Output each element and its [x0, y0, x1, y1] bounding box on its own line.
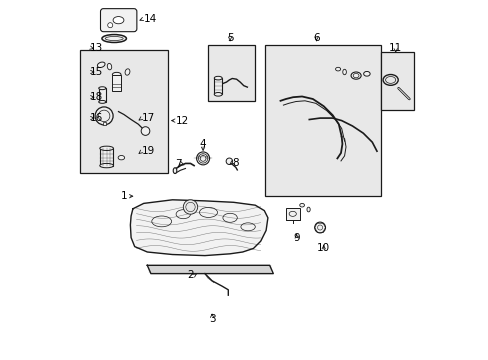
Ellipse shape: [335, 67, 340, 71]
Text: 5: 5: [226, 33, 233, 43]
Ellipse shape: [214, 76, 222, 80]
Text: 7: 7: [175, 159, 181, 169]
Bar: [100, 148, 113, 166]
Ellipse shape: [173, 168, 177, 174]
Text: 4: 4: [200, 139, 206, 149]
Bar: [112, 75, 121, 91]
Text: 8: 8: [231, 158, 238, 168]
Text: 18: 18: [89, 92, 103, 102]
Ellipse shape: [97, 62, 105, 68]
Ellipse shape: [214, 93, 222, 96]
Text: 1: 1: [121, 191, 127, 201]
Ellipse shape: [107, 63, 111, 70]
Circle shape: [141, 127, 149, 135]
Text: 11: 11: [388, 42, 402, 53]
Text: 16: 16: [89, 113, 103, 123]
Bar: [80, 50, 168, 173]
Ellipse shape: [342, 69, 346, 75]
Polygon shape: [130, 200, 267, 256]
Ellipse shape: [99, 100, 106, 103]
Circle shape: [225, 158, 232, 165]
Text: 12: 12: [176, 116, 189, 126]
Circle shape: [196, 152, 209, 165]
Ellipse shape: [100, 146, 113, 150]
Text: 14: 14: [143, 14, 157, 24]
Circle shape: [183, 200, 197, 214]
Circle shape: [95, 107, 113, 125]
Circle shape: [107, 23, 113, 28]
Ellipse shape: [363, 72, 369, 76]
Text: 15: 15: [89, 67, 103, 77]
Bar: [214, 78, 222, 94]
Bar: [102, 122, 105, 125]
Bar: [207, 45, 254, 101]
Text: 3: 3: [208, 314, 215, 324]
Ellipse shape: [125, 69, 130, 75]
Text: 9: 9: [293, 233, 300, 243]
Ellipse shape: [100, 163, 113, 168]
Text: 10: 10: [317, 243, 329, 253]
Bar: [380, 52, 413, 110]
FancyBboxPatch shape: [101, 9, 137, 32]
Text: 6: 6: [312, 33, 319, 43]
Text: 17: 17: [142, 113, 155, 123]
Ellipse shape: [99, 87, 106, 90]
Ellipse shape: [306, 207, 309, 212]
Bar: [265, 45, 380, 196]
Ellipse shape: [118, 156, 124, 160]
Ellipse shape: [382, 75, 397, 85]
Ellipse shape: [113, 17, 123, 24]
Text: 19: 19: [142, 146, 155, 156]
Ellipse shape: [299, 203, 304, 207]
Polygon shape: [147, 265, 273, 274]
Ellipse shape: [112, 72, 121, 77]
Ellipse shape: [102, 35, 126, 42]
Bar: [99, 88, 106, 102]
Text: 2: 2: [187, 270, 194, 280]
Ellipse shape: [350, 72, 361, 79]
Text: 13: 13: [89, 42, 103, 53]
Circle shape: [314, 222, 325, 233]
Bar: [285, 208, 299, 220]
